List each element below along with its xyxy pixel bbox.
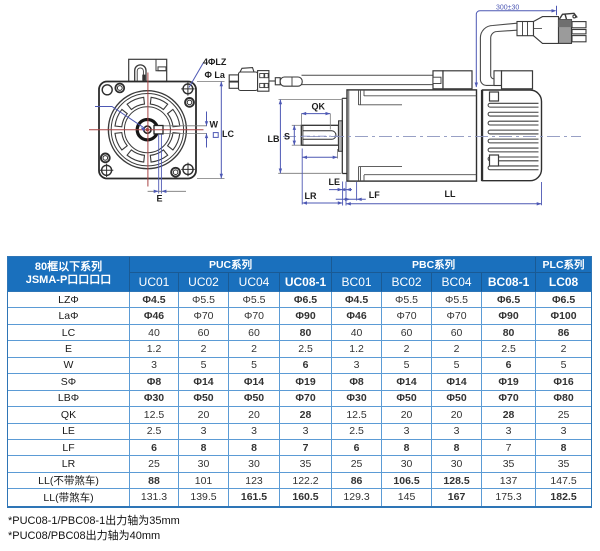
svg-text:W: W: [210, 120, 219, 130]
svg-text:LC: LC: [222, 129, 234, 139]
svg-text:LE: LE: [329, 177, 341, 187]
svg-text:LB: LB: [268, 134, 280, 144]
svg-text:E: E: [157, 194, 163, 204]
svg-text:S: S: [284, 132, 290, 142]
svg-text:LF: LF: [369, 190, 380, 200]
svg-text:300±30: 300±30: [496, 5, 519, 12]
svg-text:LR: LR: [305, 191, 317, 201]
svg-text:Φ La: Φ La: [205, 70, 226, 80]
svg-text:4ΦLZ: 4ΦLZ: [203, 57, 227, 67]
svg-text:LL: LL: [445, 189, 456, 199]
svg-text:QK: QK: [312, 102, 326, 112]
